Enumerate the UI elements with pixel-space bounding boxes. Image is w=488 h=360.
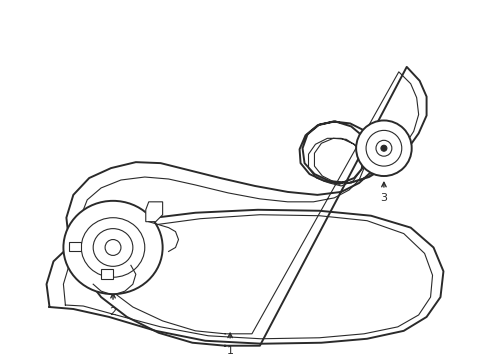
Polygon shape (101, 269, 113, 279)
Ellipse shape (81, 218, 144, 277)
Ellipse shape (93, 229, 133, 266)
Ellipse shape (63, 201, 163, 294)
Text: 2: 2 (109, 307, 116, 317)
Text: 3: 3 (380, 193, 386, 203)
Text: 1: 1 (226, 346, 233, 356)
Circle shape (366, 130, 401, 166)
Circle shape (380, 145, 386, 151)
Polygon shape (69, 242, 81, 251)
Polygon shape (145, 202, 163, 222)
Circle shape (355, 121, 411, 176)
Circle shape (105, 239, 121, 255)
Circle shape (375, 140, 391, 156)
